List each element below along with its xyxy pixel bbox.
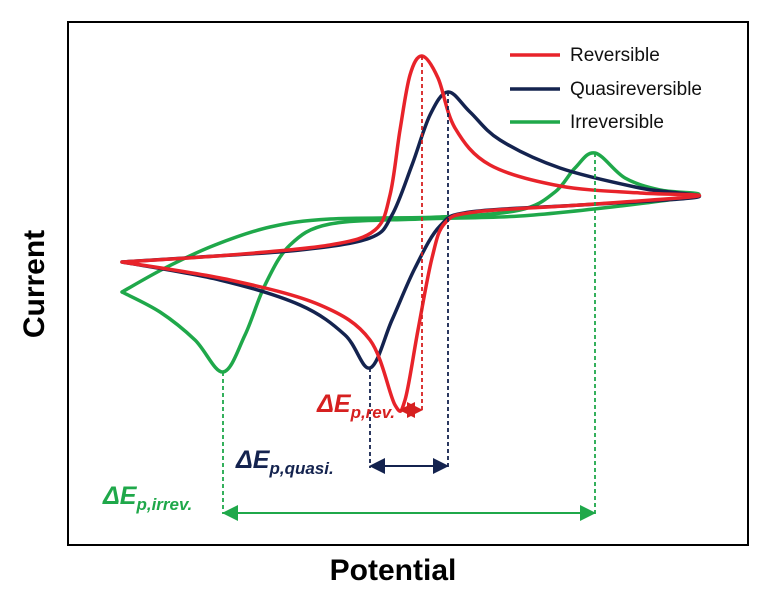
annotation: ΔEp,irrev. (102, 482, 192, 514)
legend: Reversible Quasireversible Irreversible (510, 45, 702, 133)
annotation-symbol: ΔE (316, 390, 352, 418)
annotation-subscript: p,rev. (350, 403, 395, 422)
curves (120, 54, 702, 413)
legend-label: Irreversible (570, 112, 664, 133)
cv-curve (120, 90, 702, 370)
annotation: ΔEp,rev. (316, 390, 395, 422)
legend-label: Reversible (570, 45, 660, 66)
annotation: ΔEp,quasi. (235, 446, 334, 478)
annotation-symbol: ΔE (235, 446, 271, 474)
x-axis-label: Potential (330, 554, 457, 587)
annotation-symbol: ΔE (102, 482, 138, 510)
legend-label: Quasireversible (570, 79, 702, 100)
y-axis-label: Current (18, 230, 51, 338)
annotation-subscript: p,irrev. (135, 495, 192, 514)
annotation-subscript: p,quasi. (268, 459, 333, 478)
cv-curve (120, 54, 702, 413)
